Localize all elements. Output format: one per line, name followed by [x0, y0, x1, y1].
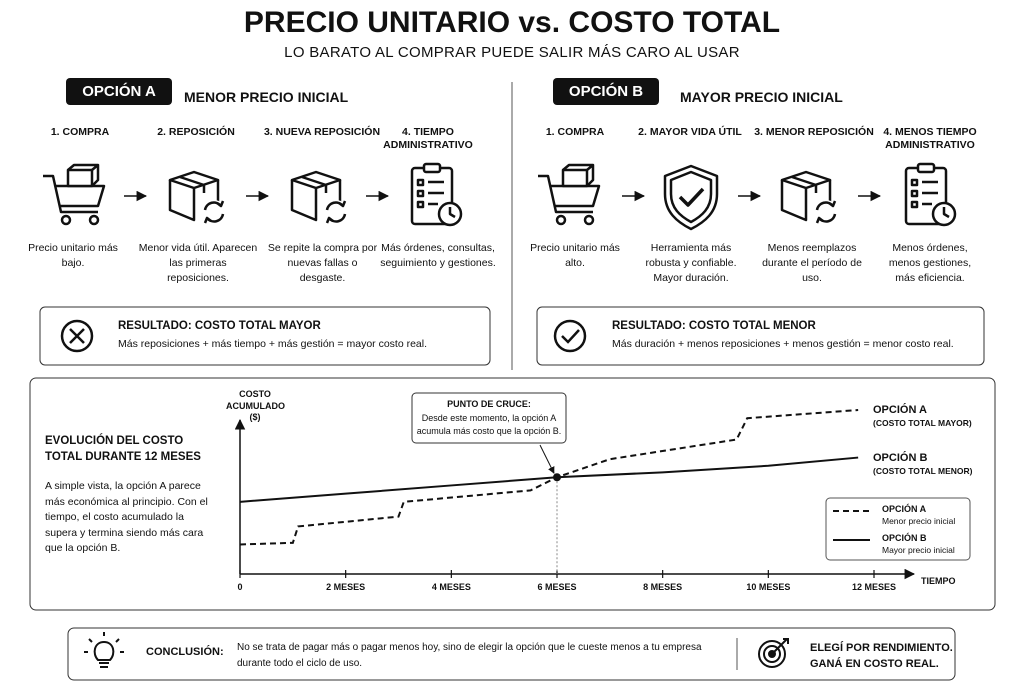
crossing-point [553, 473, 561, 482]
series-end-label: OPCIÓN B [873, 451, 928, 464]
heading: MENOR PRECIO INICIAL [184, 89, 349, 105]
step-text: Menos órdenes, menos gestiones, más efic… [888, 242, 972, 284]
title: PRECIO UNITARIO vs. COSTO TOTAL [243, 6, 781, 39]
check-icon [553, 319, 587, 353]
result-title: RESULTADO: COSTO TOTAL MAYOR [118, 320, 321, 332]
x-tick-label: 2 MESES [326, 582, 366, 592]
result-box [39, 306, 491, 366]
annotation-arrow [539, 444, 555, 474]
step-title: 4. MENOS TIEMPO ADMINISTRATIVO [883, 126, 977, 151]
step-text: Más órdenes, consultas, seguimiento y ge… [380, 242, 496, 269]
conclusion-box [67, 627, 956, 681]
step-text: Herramienta más robusta y confiable. May… [645, 242, 737, 284]
heading: MAYOR PRECIO INICIAL [680, 89, 843, 105]
step-title: 2. MAYOR VIDA ÚTIL [638, 126, 742, 138]
x-tick-label: 0 [237, 582, 243, 592]
legend-label: OPCIÓN A [882, 504, 927, 514]
target-icon [758, 638, 789, 668]
legend-description: Mayor precio inicial [882, 545, 955, 555]
result-box [536, 306, 985, 366]
step-text: Precio unitario más alto. [530, 242, 620, 269]
legend-description: Menor precio inicial [882, 516, 956, 526]
step-title: 3. NUEVA REPOSICIÓN [263, 126, 381, 138]
annotation-box [411, 392, 567, 444]
annotation-title: PUNTO DE CRUCE: [447, 399, 531, 409]
x-tick-label: 10 MESES [746, 582, 791, 592]
result-title: RESULTADO: COSTO TOTAL MENOR [612, 320, 816, 332]
badge: OPCIÓN A [66, 78, 172, 105]
badge: OPCIÓN B [553, 78, 659, 105]
step-text: Precio unitario más bajo. [28, 242, 118, 269]
annotation-text: Desde este momento, la opción A acumula … [416, 413, 562, 436]
x-icon [60, 319, 94, 353]
series-end-note: (COSTO TOTAL MENOR) [873, 465, 973, 476]
x-tick-label: 12 MESES [851, 582, 897, 592]
x-tick-label: 8 MESES [643, 582, 683, 592]
bulb-icon [84, 632, 124, 668]
conclusion-label: CONCLUSIÓN: [146, 646, 224, 658]
step-text: Menor vida útil. Aparecen las primeras r… [138, 242, 258, 284]
conclusion-cta: ELEGÍ POR RENDIMIENTO. GANÁ EN COSTO REA… [810, 642, 953, 670]
legend-box [825, 497, 971, 561]
step-title: 2. REPOSICIÓN [157, 126, 235, 138]
step-text: Se repite la compra por nuevas fallas o … [267, 242, 378, 284]
x-tick-label: 6 MESES [537, 582, 577, 592]
step-title: 4. TIEMPO ADMINISTRATIVO [383, 126, 473, 151]
series-line [239, 409, 859, 546]
step-text: Menos reemplazos durante el período de u… [762, 242, 862, 284]
x-axis-label: TIEMPO [921, 576, 956, 586]
result-text: Más duración + menos reposiciones + meno… [612, 338, 954, 350]
step-title: 1. COMPRA [50, 126, 110, 138]
series-end-note: (COSTO TOTAL MAYOR) [873, 418, 972, 428]
y-axis-label: COSTO ACUMULADO ($) [226, 389, 285, 422]
evolution-title: EVOLUCIÓN DEL COSTO TOTAL DURANTE 12 MES… [45, 435, 201, 463]
legend-label: OPCIÓN B [882, 533, 927, 543]
series-end-label: OPCIÓN A [873, 404, 927, 416]
chart-box [29, 377, 996, 611]
result-text: Más reposiciones + más tiempo + más gest… [118, 338, 428, 350]
evolution-text: A simple vista, la opción A parece más e… [45, 480, 208, 554]
step-title: 1. COMPRA [545, 126, 605, 138]
x-tick-label: 4 MESES [431, 582, 471, 592]
subtitle: LO BARATO AL COMPRAR PUEDE SALIR MÁS CAR… [284, 44, 740, 61]
conclusion-text: No se trata de pagar más o pagar menos h… [237, 642, 702, 669]
step-title: 3. MENOR REPOSICIÓN [754, 126, 874, 138]
